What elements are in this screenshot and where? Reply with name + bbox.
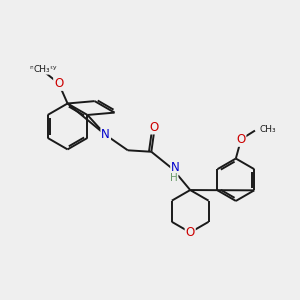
Text: O: O [186, 226, 195, 239]
Text: CH₃: CH₃ [260, 124, 276, 134]
Text: CH₃: CH₃ [34, 65, 50, 74]
Text: O: O [150, 121, 159, 134]
Text: O: O [236, 133, 245, 146]
Text: N: N [101, 128, 110, 142]
Text: methoxy: methoxy [30, 65, 57, 70]
Text: H: H [170, 173, 178, 183]
Text: N: N [171, 161, 180, 174]
Text: O: O [54, 77, 63, 90]
